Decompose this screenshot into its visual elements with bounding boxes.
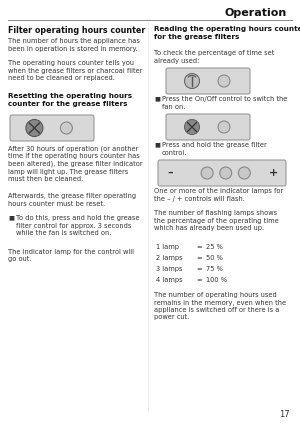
Text: 25 %: 25 %: [206, 244, 223, 250]
Circle shape: [26, 119, 43, 136]
Text: =: =: [196, 266, 202, 272]
Text: +: +: [269, 168, 279, 178]
Circle shape: [184, 119, 200, 134]
Text: =: =: [196, 277, 202, 283]
Text: Afterwards, the grease filter operating
hours counter must be reset.: Afterwards, the grease filter operating …: [8, 193, 136, 207]
Text: 4 lamps: 4 lamps: [156, 277, 183, 283]
Circle shape: [238, 167, 250, 179]
Text: =: =: [196, 244, 202, 250]
Text: Filter operating hours counter: Filter operating hours counter: [8, 26, 145, 35]
FancyBboxPatch shape: [166, 68, 250, 94]
Text: 2 lamps: 2 lamps: [156, 255, 183, 261]
Text: 50 %: 50 %: [206, 255, 223, 261]
Text: The indicator lamp for the control will
go out.: The indicator lamp for the control will …: [8, 249, 134, 263]
Text: 75 %: 75 %: [206, 266, 223, 272]
Circle shape: [60, 122, 72, 134]
Circle shape: [220, 167, 232, 179]
Text: The operating hours counter tells you
when the grease filters or charcoal filter: The operating hours counter tells you wh…: [8, 60, 142, 81]
Text: The number of operating hours used
remains in the memory, even when the
applianc: The number of operating hours used remai…: [154, 292, 286, 320]
Text: To check the percentage of time set
already used:: To check the percentage of time set alre…: [154, 50, 274, 63]
Circle shape: [218, 121, 230, 133]
Circle shape: [218, 75, 230, 87]
Text: To do this, press and hold the grease
filter control for approx. 3 seconds
while: To do this, press and hold the grease fi…: [16, 215, 140, 236]
Text: =: =: [196, 255, 202, 261]
Text: Press the On/Off control to switch the
fan on.: Press the On/Off control to switch the f…: [162, 96, 287, 110]
Text: 3 lamps: 3 lamps: [156, 266, 182, 272]
Text: Press and hold the grease filter
control.: Press and hold the grease filter control…: [162, 142, 267, 156]
FancyBboxPatch shape: [10, 115, 94, 141]
Text: Reading the operating hours counter
for the grease filters: Reading the operating hours counter for …: [154, 26, 300, 40]
Circle shape: [201, 167, 213, 179]
Text: –: –: [167, 168, 173, 178]
Text: One or more of the indicator lamps for
the – / + controls will flash.: One or more of the indicator lamps for t…: [154, 188, 283, 201]
FancyBboxPatch shape: [166, 114, 250, 140]
Text: 17: 17: [279, 410, 290, 419]
Circle shape: [184, 74, 200, 88]
Text: 100 %: 100 %: [206, 277, 227, 283]
Text: ■: ■: [8, 215, 14, 220]
Text: Resetting the operating hours
counter for the grease filters: Resetting the operating hours counter fo…: [8, 93, 132, 107]
Text: ■: ■: [154, 142, 160, 147]
Text: The number of hours the appliance has
been in operation is stored in memory.: The number of hours the appliance has be…: [8, 38, 140, 51]
Text: Operation: Operation: [225, 8, 287, 18]
Text: The number of flashing lamps shows
the percentage of the operating time
which ha: The number of flashing lamps shows the p…: [154, 210, 279, 231]
FancyBboxPatch shape: [158, 160, 286, 186]
Text: ■: ■: [154, 96, 160, 101]
Text: 1 lamp: 1 lamp: [156, 244, 179, 250]
Text: After 30 hours of operation (or another
time if the operating hours counter has
: After 30 hours of operation (or another …: [8, 145, 142, 182]
